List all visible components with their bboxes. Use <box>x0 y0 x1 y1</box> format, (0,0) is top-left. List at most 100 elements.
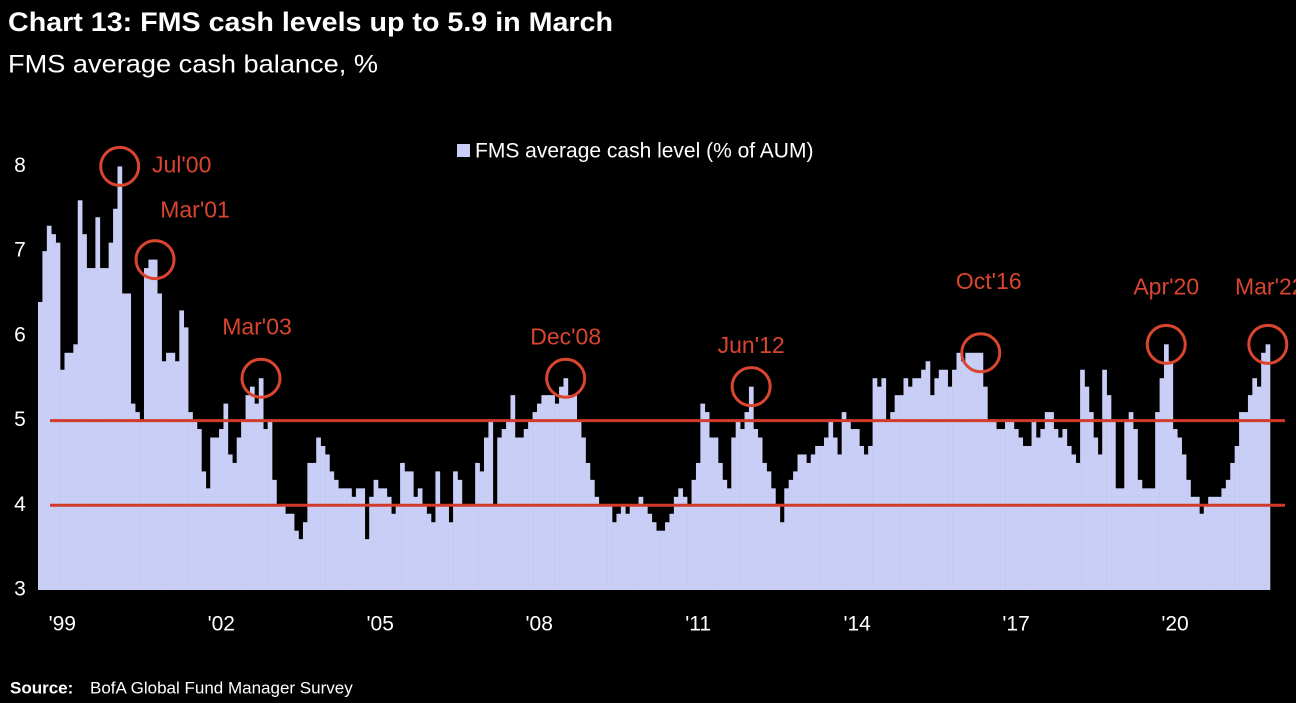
bar <box>1186 479 1191 590</box>
bar <box>810 454 816 590</box>
bar <box>104 268 109 590</box>
bar <box>978 352 984 590</box>
bar <box>669 513 675 590</box>
bar <box>731 437 736 590</box>
bar <box>603 505 608 590</box>
bar <box>453 471 458 590</box>
bar <box>1190 496 1196 590</box>
bar <box>863 454 869 590</box>
bar <box>422 505 427 590</box>
bar <box>771 488 776 590</box>
bar <box>117 166 123 590</box>
bar <box>1128 412 1134 590</box>
bar <box>325 454 330 590</box>
bar <box>695 462 701 590</box>
bar <box>311 462 317 590</box>
x-tick-label: '20 <box>1161 613 1188 636</box>
bar <box>130 403 136 590</box>
bar <box>634 505 639 590</box>
bar <box>1053 429 1059 590</box>
bar <box>612 522 617 590</box>
source: BofA Global Fund Manager Survey <box>90 678 353 697</box>
bar <box>647 513 653 590</box>
bar <box>227 454 233 590</box>
annotation-circle <box>1145 323 1187 365</box>
bar <box>320 445 326 590</box>
bar <box>1256 386 1262 590</box>
bar <box>1230 462 1235 590</box>
bar <box>824 437 829 590</box>
bar <box>656 530 661 590</box>
bar <box>837 454 842 590</box>
annotation-label: Mar'01 <box>160 197 230 223</box>
bar <box>806 462 812 590</box>
bar <box>912 378 918 590</box>
bar <box>519 437 525 590</box>
bar <box>740 429 745 590</box>
bar <box>64 352 70 590</box>
bar <box>700 403 706 590</box>
annotation-label: Mar'22 <box>1235 273 1296 299</box>
bar <box>497 437 502 590</box>
bar <box>523 429 529 590</box>
bar <box>386 496 392 590</box>
bar <box>815 445 820 590</box>
bar <box>916 378 922 590</box>
source-label: Source: <box>10 678 73 697</box>
bar <box>788 479 794 590</box>
bar <box>135 412 140 590</box>
bar <box>607 505 613 590</box>
bar <box>868 445 873 590</box>
bar <box>254 403 260 590</box>
bar <box>444 505 449 590</box>
bar <box>1203 505 1209 590</box>
bar <box>1102 369 1107 590</box>
bar <box>1208 496 1213 590</box>
bar <box>1261 352 1266 590</box>
annotation-circle <box>134 239 176 281</box>
bar <box>73 344 79 590</box>
bar <box>1044 412 1050 590</box>
bar <box>572 395 578 590</box>
bar <box>921 369 926 590</box>
bar <box>121 293 127 590</box>
bar <box>563 378 569 590</box>
bar <box>642 505 648 590</box>
bar <box>1159 378 1165 590</box>
bar <box>625 513 631 590</box>
bar <box>214 437 220 590</box>
bar <box>338 488 343 590</box>
bar <box>196 429 202 590</box>
bar <box>364 539 370 590</box>
y-tick-label: 5 <box>14 408 26 431</box>
annotation-label: Apr'20 <box>1133 273 1199 299</box>
bar <box>682 496 688 590</box>
bar <box>355 488 361 590</box>
bar <box>766 471 772 590</box>
bar <box>1088 412 1094 590</box>
bar <box>1058 437 1063 590</box>
bar <box>965 352 971 590</box>
bar <box>479 471 485 590</box>
bar <box>174 361 180 590</box>
bar <box>673 496 679 590</box>
bar <box>585 462 591 590</box>
bar <box>775 505 781 590</box>
bar <box>1221 488 1227 590</box>
bar <box>347 488 352 590</box>
x-tick-label: '14 <box>843 613 871 636</box>
bar <box>448 522 454 590</box>
bar <box>541 395 547 590</box>
annotation-circle <box>99 145 141 187</box>
bar <box>51 234 56 591</box>
bar <box>148 259 154 590</box>
bar <box>457 479 463 590</box>
annotation-label: Mar'03 <box>222 313 292 339</box>
x-tick-label: '08 <box>526 613 553 636</box>
bar <box>373 479 379 590</box>
bar <box>872 378 878 590</box>
bar <box>850 429 856 590</box>
bar <box>183 327 189 590</box>
bar <box>594 496 600 590</box>
